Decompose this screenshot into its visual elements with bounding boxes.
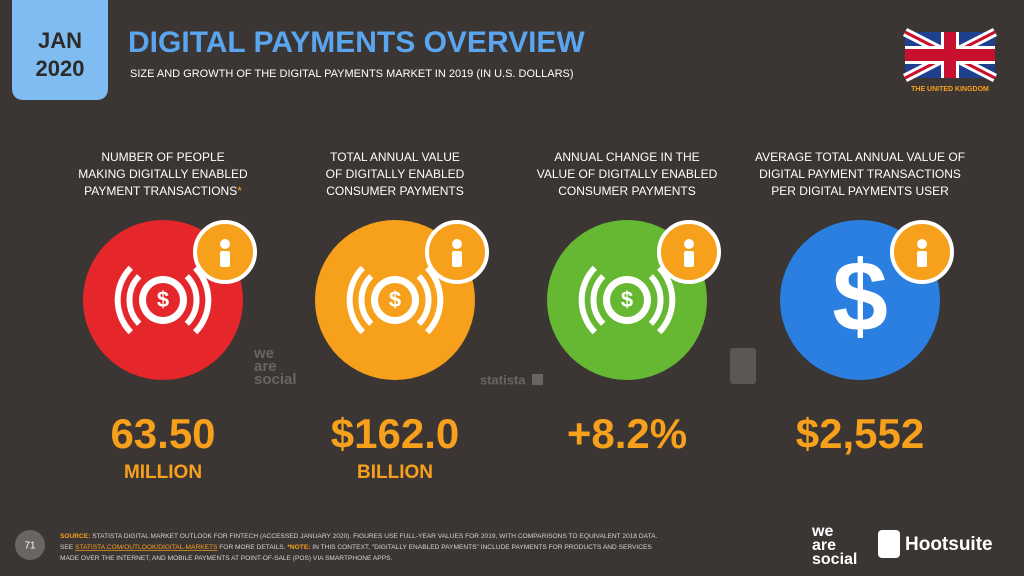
stats: NUMBER OF PEOPLE MAKING DIGITALLY ENABLED…: [78, 150, 965, 483]
asterisk: *: [237, 184, 242, 198]
statista-logo: [532, 374, 543, 385]
coin-inner: [610, 283, 644, 317]
note-text: IN THIS CONTEXT, "DIGITALLY ENABLED PAYM…: [312, 544, 652, 551]
flag: [902, 27, 998, 83]
wave: [590, 274, 664, 326]
title: DIGITAL PAYMENTS OVERVIEW: [128, 26, 585, 59]
coin-symbol: $: [389, 287, 401, 312]
stat-value: +8.2%: [567, 410, 687, 457]
coin-symbol: $: [157, 287, 169, 312]
stat-label-text: PAYMENT TRANSACTIONS: [84, 184, 237, 198]
stat-label: NUMBER OF PEOPLE: [101, 150, 224, 164]
page-number: 71: [24, 541, 36, 552]
big-dollar: $: [832, 240, 888, 352]
wave: [114, 265, 212, 335]
stat-label: CONSUMER PAYMENTS: [326, 184, 464, 198]
wave: [126, 274, 200, 326]
stat-value: $162.0: [331, 410, 459, 457]
stat-label: CONSUMER PAYMENTS: [558, 184, 696, 198]
badge-icon: [684, 239, 694, 249]
stat-label: PER DIGITAL PAYMENTS USER: [771, 184, 949, 198]
wave: [578, 265, 676, 335]
brand-line: we: [811, 523, 833, 540]
owl-logo: [878, 530, 900, 558]
stat-label-text: MAKING DIGITALLY ENABLED: [78, 167, 248, 181]
owl-watermark: [730, 348, 756, 384]
badge-icon: [220, 239, 230, 249]
date-box: [12, 0, 108, 100]
wave: [358, 274, 432, 326]
badge-icon: [452, 251, 462, 267]
footer-line: SEE STATISTA.COM/OUTLOOK/DIGITAL-MARKETS…: [60, 544, 652, 551]
brand-line: social: [812, 551, 857, 568]
footer-line: SOURCE: STATISTA DIGITAL MARKET OUTLOOK …: [60, 533, 658, 540]
stat-label: MAKING DIGITALLY ENABLED: [78, 167, 248, 181]
stat-label-text: OF DIGITALLY ENABLED: [326, 167, 465, 181]
brand-hootsuite: Hootsuite: [905, 534, 993, 555]
stat-label: PAYMENT TRANSACTIONS*: [84, 184, 242, 198]
stat-unit: MILLION: [124, 462, 202, 483]
stat-label-text: TOTAL ANNUAL VALUE: [330, 150, 460, 164]
see: SEE: [60, 544, 74, 551]
stat-value: $2,552: [796, 410, 924, 457]
stat-label-text: DIGITAL PAYMENT TRANSACTIONS: [759, 167, 961, 181]
watermark-line: we: [253, 345, 274, 362]
brand-line: are: [812, 537, 836, 554]
badge-icon: [220, 251, 230, 267]
more: FOR MORE DETAILS.: [219, 544, 285, 551]
subtitle: SIZE AND GROWTH OF THE DIGITAL PAYMENTS …: [130, 68, 574, 80]
stat-label: VALUE OF DIGITALLY ENABLED: [537, 167, 718, 181]
stat-label: DIGITAL PAYMENT TRANSACTIONS: [759, 167, 961, 181]
coin-symbol: $: [621, 287, 633, 312]
stat-label-text: CONSUMER PAYMENTS: [558, 184, 696, 198]
footer-line: MADE OVER THE INTERNET, AND MOBILE PAYME…: [60, 555, 392, 562]
stat-label: OF DIGITALLY ENABLED: [326, 167, 465, 181]
stat-label-text: ANNUAL CHANGE IN THE: [554, 150, 699, 164]
country: THE UNITED KINGDOM: [911, 86, 989, 93]
source-label: SOURCE:: [60, 533, 90, 540]
watermark-statista: statista: [480, 372, 526, 387]
stat-label-text: AVERAGE TOTAL ANNUAL VALUE OF: [755, 150, 965, 164]
watermark-line: social: [254, 371, 297, 388]
stat-label-text: PER DIGITAL PAYMENTS USER: [771, 184, 949, 198]
note-label: *NOTE:: [287, 544, 310, 551]
coin-inner: [378, 283, 412, 317]
badge-icon: [917, 239, 927, 249]
stat-unit: BILLION: [357, 462, 433, 483]
badge-icon: [452, 239, 462, 249]
source-text: STATISTA DIGITAL MARKET OUTLOOK FOR FINT…: [92, 533, 657, 540]
stat-label: AVERAGE TOTAL ANNUAL VALUE OF: [755, 150, 965, 164]
coin-inner: [146, 283, 180, 317]
date-month: JAN: [38, 28, 82, 53]
stat-label-text: NUMBER OF PEOPLE: [101, 150, 224, 164]
watermark-line: are: [254, 358, 277, 375]
link: STATISTA.COM/OUTLOOK/DIGITAL-MARKETS: [75, 544, 218, 551]
stat-label-text: VALUE OF DIGITALLY ENABLED: [537, 167, 718, 181]
date-year: 2020: [36, 56, 85, 81]
stat-label-text: CONSUMER PAYMENTS: [326, 184, 464, 198]
stat-label: TOTAL ANNUAL VALUE: [330, 150, 460, 164]
stat-label: ANNUAL CHANGE IN THE: [554, 150, 699, 164]
stat-value: 63.50: [110, 410, 215, 457]
page-circle: [15, 530, 45, 560]
badge-icon: [917, 251, 927, 267]
badge-icon: [684, 251, 694, 267]
wave: [346, 265, 444, 335]
